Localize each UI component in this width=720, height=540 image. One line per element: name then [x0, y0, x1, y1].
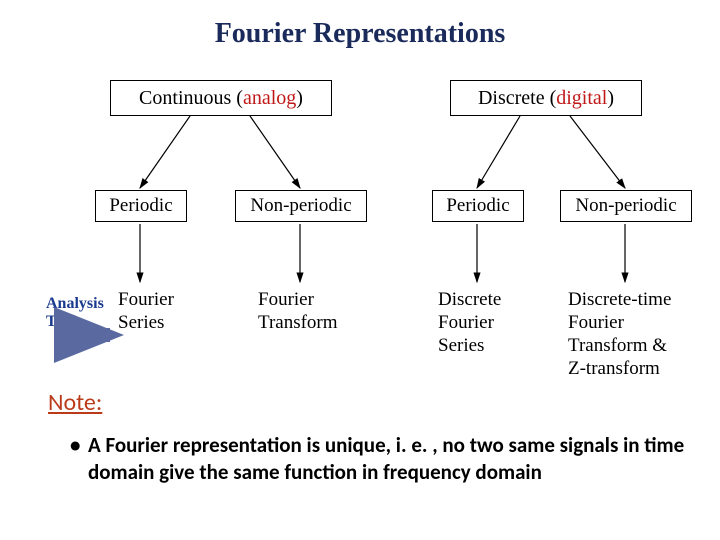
analysis-line: Analysis	[46, 295, 104, 313]
note-text: Note:	[48, 388, 102, 417]
box-continuous: Continuous (analog)	[110, 80, 332, 116]
leaf-line: Fourier	[118, 288, 174, 311]
box-cont-nonperiodic: Non-periodic	[235, 190, 367, 222]
leaf-line: Series	[438, 334, 501, 357]
leaf-line: Z-transform	[568, 357, 671, 380]
leaf-line: Fourier	[438, 311, 501, 334]
leaf-line: Fourier	[568, 311, 671, 334]
bullet-marker-icon: •	[70, 432, 80, 459]
leaf-line: Discrete	[438, 288, 501, 311]
leaf-line: Transform &	[568, 334, 671, 357]
label-disc-nonperiodic: Non-periodic	[575, 195, 676, 216]
continuous-highlight: analog	[243, 87, 296, 109]
bullet-note: • A Fourier representation is unique, i.…	[88, 432, 698, 486]
title-text: Fourier Representations	[215, 18, 506, 49]
page-title: Fourier Representations	[0, 18, 720, 50]
leaf-line: Series	[118, 311, 174, 334]
label-cont-nonperiodic: Non-periodic	[250, 195, 351, 216]
tree-edge	[250, 116, 300, 188]
tree-edge	[140, 116, 190, 188]
label-cont-periodic: Periodic	[109, 195, 172, 216]
tree-edge	[477, 116, 520, 188]
note-heading: Note:	[48, 388, 102, 417]
leaf-line: Discrete-time	[568, 288, 671, 311]
analysis-line: Tool	[46, 313, 104, 331]
box-discrete: Discrete (digital)	[450, 80, 642, 116]
box-disc-nonperiodic: Non-periodic	[560, 190, 692, 222]
continuous-suffix: )	[296, 87, 303, 109]
tree-edge	[570, 116, 625, 188]
box-disc-periodic: Periodic	[432, 190, 524, 222]
discrete-highlight: digital	[556, 87, 607, 109]
box-cont-periodic: Periodic	[95, 190, 187, 222]
leaf-fourier-transform: Fourier Transform	[258, 288, 338, 334]
leaf-discrete-fourier-series: Discrete Fourier Series	[438, 288, 501, 357]
leaf-discrete-time-ft-z: Discrete-time Fourier Transform & Z-tran…	[568, 288, 671, 380]
leaf-line: Fourier	[258, 288, 338, 311]
leaf-line: Transform	[258, 311, 338, 334]
leaf-fourier-series: Fourier Series	[118, 288, 174, 334]
continuous-prefix: Continuous (	[139, 87, 243, 109]
analysis-tool-label: Analysis Tool	[46, 295, 104, 331]
bullet-text: A Fourier representation is unique, i. e…	[88, 432, 684, 485]
label-disc-periodic: Periodic	[446, 195, 509, 216]
discrete-prefix: Discrete (	[478, 87, 556, 109]
discrete-suffix: )	[607, 87, 614, 109]
